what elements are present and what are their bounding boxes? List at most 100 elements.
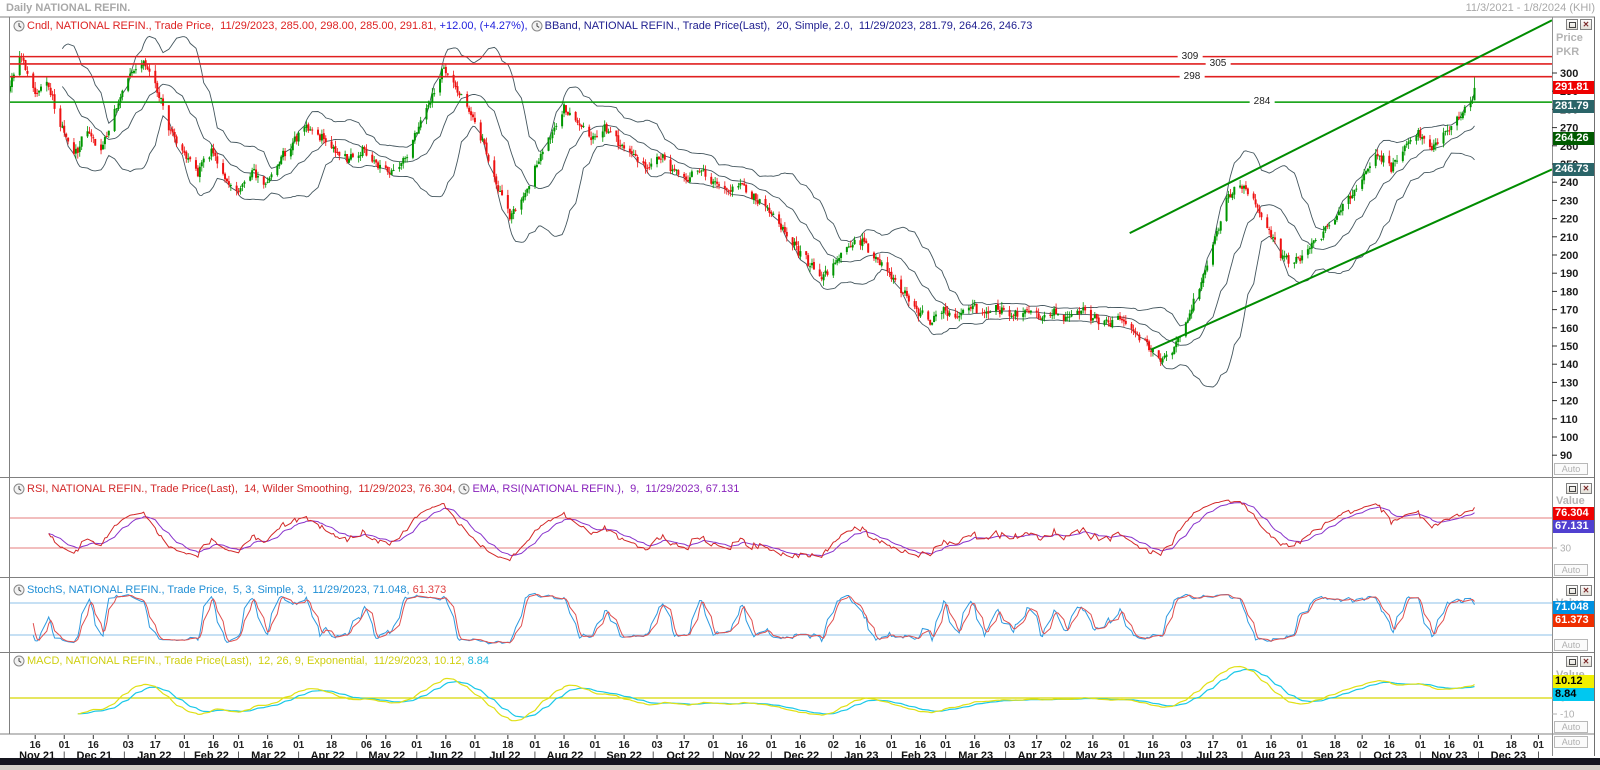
x-axis-month-separator: | (770, 751, 773, 762)
clock-icon (13, 655, 25, 667)
panel-borders (0, 16, 1595, 756)
rsi-legend[interactable]: RSI, NATIONAL REFIN., Trade Price(Last),… (13, 482, 739, 495)
macd-signal-line (77, 668, 1475, 718)
x-axis-day-label: 17 (679, 740, 691, 751)
legend-cndl-text: Cndl, NATIONAL REFIN., Trade Price, 11/2… (27, 19, 440, 32)
bband-upper (61, 35, 1475, 327)
close-button-main[interactable]: ✕ (1580, 19, 1592, 30)
legend-change-text: +12.00, (+4.27%), (439, 19, 531, 32)
price-axis-label: 150 (1560, 341, 1578, 353)
x-axis-month-separator: | (534, 751, 537, 762)
macd-value-badge: 8.84 (1553, 688, 1594, 702)
x-axis-day-label: 16 (88, 740, 100, 751)
x-axis-day-label: 16 (1147, 740, 1159, 751)
channel-lower-line (1150, 168, 1552, 351)
legend-stoch-d-text: 61.373 (412, 583, 447, 596)
restore-button-rsi[interactable] (1566, 483, 1578, 494)
x-axis-month-separator: | (1004, 751, 1007, 762)
x-axis-month-separator: | (1181, 751, 1184, 762)
x-axis-month-separator: | (1301, 751, 1304, 762)
auto-scale-button-macd[interactable]: Auto (1554, 720, 1588, 733)
x-axis-day-label: 02 (828, 740, 840, 751)
x-axis-day-label: 18 (502, 740, 514, 751)
x-axis-month-separator: | (297, 751, 300, 762)
x-axis-day-label: 16 (855, 740, 867, 751)
auto-scale-button-stoch[interactable]: Auto (1554, 639, 1588, 651)
x-axis-day-label: 16 (619, 740, 631, 751)
restore-icon (1568, 588, 1576, 594)
x-axis-day-label: 17 (150, 740, 162, 751)
price-axis-label: 230 (1560, 195, 1578, 207)
stoch-k-line (32, 592, 1475, 645)
x-axis-day-label: 16 (915, 740, 927, 751)
price-axis-title: Price (1556, 32, 1583, 44)
auto-scale-button-rsi[interactable]: Auto (1554, 563, 1588, 576)
price-axis-label: 240 (1560, 177, 1578, 189)
x-axis-day-label: 01 (469, 740, 481, 751)
x-axis-day-label: 01 (411, 740, 423, 751)
clock-icon (13, 20, 25, 32)
restore-button-stoch[interactable] (1566, 585, 1578, 596)
x-axis-month-separator: | (830, 751, 833, 762)
rsi-axis-label: 30 (1560, 544, 1572, 555)
close-button-macd[interactable]: ✕ (1580, 656, 1592, 667)
x-axis-day-label: 18 (1506, 740, 1518, 751)
macd-value-badge: 10.12 (1553, 675, 1594, 689)
auto-scale-button-x-axis[interactable]: Auto (1554, 736, 1588, 748)
x-axis-day-label: 02 (1357, 740, 1369, 751)
x-axis-month-separator: | (712, 751, 715, 762)
x-axis-day-label: 16 (262, 740, 274, 751)
legend-rsi-text: RSI, NATIONAL REFIN., Trade Price(Last),… (27, 482, 459, 495)
price-axis-label: 220 (1560, 214, 1578, 226)
legend-rsi-ema-text: EMA, RSI(NATIONAL REFIN.), 9, 11/29/2023… (472, 482, 740, 495)
x-axis-month-separator: | (890, 751, 893, 762)
x-axis-day-label: 16 (795, 740, 807, 751)
stoch-legend[interactable]: StochS, NATIONAL REFIN., Trade Price, 5,… (13, 583, 446, 596)
x-axis-day-label: 03 (1004, 740, 1016, 751)
bband-lower (61, 114, 1475, 388)
x-axis-month-separator: | (1419, 751, 1422, 762)
price-axis-label: 210 (1560, 232, 1578, 244)
x-axis-day-label: 01 (1297, 740, 1309, 751)
channel-upper-line (1129, 19, 1552, 235)
x-axis-month-separator: | (63, 751, 66, 762)
price-axis-label: 170 (1560, 305, 1578, 317)
x-axis-day-label: 01 (708, 740, 720, 751)
x-axis-month-separator: | (474, 751, 477, 762)
x-axis-day-label: 06 (361, 740, 373, 751)
close-button-rsi[interactable]: ✕ (1580, 483, 1592, 494)
price-axis-label: 190 (1560, 268, 1578, 280)
restore-button-main[interactable] (1566, 19, 1578, 30)
macd-legend[interactable]: MACD, NATIONAL REFIN., Trade Price(Last)… (13, 654, 489, 667)
x-axis-day-label: 01 (529, 740, 541, 751)
x-axis-month-separator: | (594, 751, 597, 762)
price-badge: 281.79 (1553, 99, 1594, 113)
x-axis-day-label: 16 (440, 740, 452, 751)
legend-bband-text: BBand, NATIONAL REFIN., Trade Price(Last… (544, 19, 1033, 32)
x-axis-day-label: 01 (293, 740, 305, 751)
auto-scale-button-main[interactable]: Auto (1554, 463, 1588, 475)
price-axis-label: 90 (1560, 450, 1572, 462)
restore-button-macd[interactable] (1566, 656, 1578, 667)
window-title: Daily NATIONAL REFIN. (6, 2, 131, 14)
x-axis-day-label: 17 (1031, 740, 1043, 751)
x-axis-day-label: 02 (1060, 740, 1072, 751)
price-axis-label: 140 (1560, 359, 1578, 371)
x-axis-month-separator: | (183, 751, 186, 762)
stoch-value-badge: 71.048 (1553, 601, 1594, 615)
price-axis-label: 130 (1560, 377, 1578, 389)
x-axis-day-label: 01 (589, 740, 601, 751)
price-badge: 264.26 (1553, 131, 1594, 145)
x-axis-month-separator: | (355, 751, 358, 762)
main-legend[interactable]: Cndl, NATIONAL REFIN., Trade Price, 11/2… (13, 19, 1032, 32)
date-range: 11/3/2021 - 1/8/2024 (KHI) (1465, 2, 1595, 14)
x-axis-month-separator: | (944, 751, 947, 762)
x-axis-day-label: 01 (1415, 740, 1427, 751)
stoch-d-line (32, 593, 1475, 644)
price-axis-currency: PKR (1556, 46, 1580, 58)
title-bar: Daily NATIONAL REFIN. 11/3/2021 - 1/8/20… (0, 0, 1600, 16)
x-axis-month-separator: | (1477, 751, 1480, 762)
close-button-stoch[interactable]: ✕ (1580, 585, 1592, 596)
